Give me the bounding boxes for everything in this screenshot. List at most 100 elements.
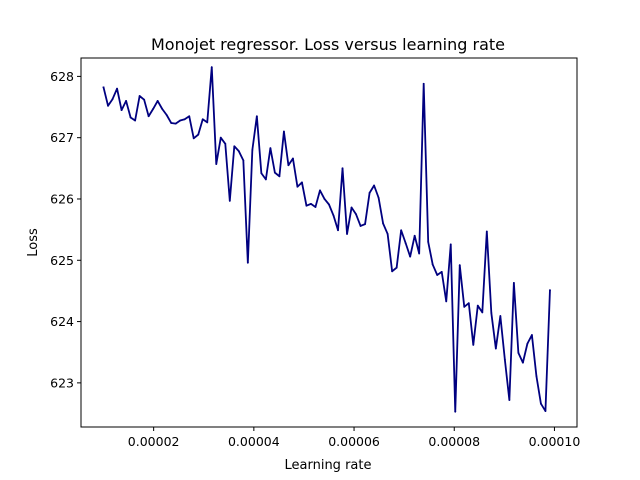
data-point: [255, 115, 258, 118]
data-point: [499, 315, 502, 317]
data-point: [152, 107, 155, 110]
data-point: [359, 225, 362, 227]
data-point: [364, 223, 366, 226]
data-point: [287, 164, 290, 167]
data-point: [242, 159, 245, 162]
data-point: [490, 312, 493, 314]
data-point: [197, 133, 200, 136]
data-point: [156, 100, 159, 102]
data-point: [323, 198, 326, 200]
data-point: [404, 242, 407, 245]
y-tick-label: 625: [50, 253, 74, 268]
data-point: [111, 98, 114, 100]
data-point: [319, 189, 321, 192]
data-point: [521, 361, 524, 364]
data-point: [373, 184, 375, 187]
data-point: [436, 274, 439, 276]
axes-frame: [80, 57, 578, 428]
x-tick-label: 0.00004: [228, 434, 280, 449]
x-tick-label: 0.00008: [428, 434, 480, 449]
data-point: [391, 270, 394, 273]
data-point: [328, 203, 330, 206]
data-point: [400, 229, 403, 232]
data-point: [134, 119, 137, 122]
data-point: [494, 347, 497, 350]
data-point: [206, 121, 209, 124]
data-point: [246, 261, 249, 264]
data-point: [544, 410, 547, 412]
data-point: [427, 240, 430, 243]
data-point: [179, 119, 182, 122]
data-point: [310, 202, 312, 205]
data-point: [210, 66, 213, 69]
data-point: [377, 196, 380, 199]
data-point: [269, 147, 272, 150]
x-axis-label: Learning rate: [285, 458, 372, 473]
data-point: [481, 311, 484, 314]
data-point: [251, 149, 254, 151]
data-point: [278, 175, 281, 178]
data-point: [395, 266, 398, 269]
data-point: [337, 229, 339, 232]
data-point: [161, 107, 164, 110]
x-tick-label: 0.00010: [529, 434, 581, 449]
data-point: [526, 342, 529, 345]
data-point: [540, 402, 542, 405]
y-tick-label: 623: [50, 375, 74, 390]
series-line: [102, 66, 551, 413]
data-point: [264, 178, 267, 181]
data-point: [170, 122, 173, 124]
data-point: [116, 87, 118, 90]
data-point: [476, 304, 479, 307]
data-point: [422, 82, 425, 85]
chart-title: Monojet regressor. Loss versus learning …: [151, 35, 505, 54]
data-point: [382, 222, 385, 225]
data-point: [413, 234, 416, 237]
data-point: [228, 199, 231, 202]
data-point: [219, 136, 222, 139]
data-point: [237, 150, 240, 153]
data-point: [129, 116, 132, 119]
data-point: [503, 358, 506, 361]
data-point: [463, 305, 466, 308]
data-point: [301, 181, 303, 184]
data-point: [449, 243, 452, 246]
data-point: [143, 98, 146, 101]
data-point: [260, 172, 263, 175]
data-point: [346, 233, 348, 235]
data-point: [440, 271, 443, 273]
data-point: [283, 130, 285, 133]
data-point: [314, 206, 317, 208]
x-tick-label: 0.00006: [328, 434, 380, 449]
data-point: [458, 264, 461, 267]
data-point: [517, 351, 520, 354]
y-tick-label: 626: [50, 191, 74, 206]
data-point: [165, 114, 168, 116]
y-axis-label: Loss: [26, 228, 41, 257]
x-axis-ticks: 0.00002 0.00004 0.00006 0.00008 0.00010: [128, 427, 581, 449]
data-point: [201, 118, 204, 121]
data-point: [192, 137, 195, 140]
data-point: [183, 118, 186, 121]
data-point: [368, 191, 371, 194]
data-point: [215, 163, 218, 165]
data-point: [531, 334, 533, 336]
data-point: [174, 122, 177, 125]
data-point: [350, 206, 353, 209]
data-point: [386, 233, 389, 235]
data-point: [454, 410, 457, 413]
data-point: [147, 115, 150, 118]
data-point: [418, 252, 421, 255]
data-point: [431, 263, 434, 266]
data-point: [535, 375, 538, 378]
data-point: [125, 100, 127, 102]
data-point: [224, 142, 227, 145]
data-point: [233, 145, 236, 148]
data-point: [292, 157, 294, 160]
data-point: [341, 167, 344, 170]
data-point: [512, 282, 515, 284]
data-point: [102, 86, 105, 89]
y-tick-label: 624: [50, 314, 74, 329]
